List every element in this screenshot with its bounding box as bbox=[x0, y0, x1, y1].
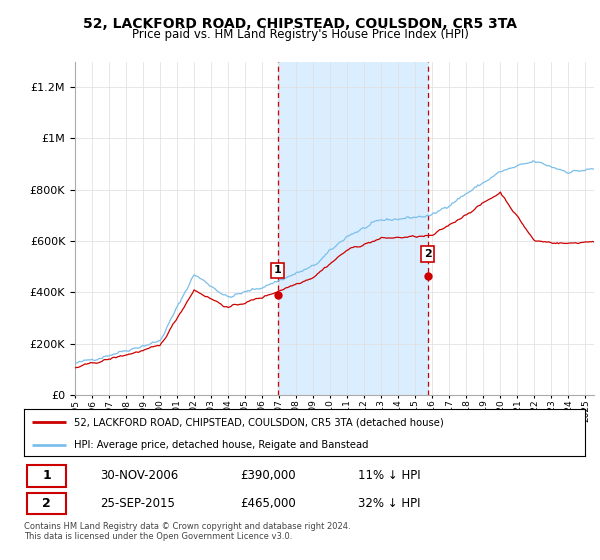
Text: 2: 2 bbox=[424, 249, 431, 259]
Text: £390,000: £390,000 bbox=[240, 469, 296, 482]
Text: 11% ↓ HPI: 11% ↓ HPI bbox=[358, 469, 421, 482]
Text: 25-SEP-2015: 25-SEP-2015 bbox=[100, 497, 175, 510]
Text: 2: 2 bbox=[42, 497, 51, 510]
Text: Price paid vs. HM Land Registry's House Price Index (HPI): Price paid vs. HM Land Registry's House … bbox=[131, 28, 469, 41]
Text: £465,000: £465,000 bbox=[240, 497, 296, 510]
Text: HPI: Average price, detached house, Reigate and Banstead: HPI: Average price, detached house, Reig… bbox=[74, 440, 369, 450]
Text: 32% ↓ HPI: 32% ↓ HPI bbox=[358, 497, 420, 510]
Bar bbox=[278, 62, 428, 395]
Text: 52, LACKFORD ROAD, CHIPSTEAD, COULSDON, CR5 3TA: 52, LACKFORD ROAD, CHIPSTEAD, COULSDON, … bbox=[83, 17, 517, 31]
FancyBboxPatch shape bbox=[27, 465, 66, 487]
Text: Contains HM Land Registry data © Crown copyright and database right 2024.
This d: Contains HM Land Registry data © Crown c… bbox=[24, 522, 350, 542]
Text: 1: 1 bbox=[274, 265, 281, 276]
Text: 1: 1 bbox=[42, 469, 51, 482]
FancyBboxPatch shape bbox=[27, 493, 66, 514]
Text: 52, LACKFORD ROAD, CHIPSTEAD, COULSDON, CR5 3TA (detached house): 52, LACKFORD ROAD, CHIPSTEAD, COULSDON, … bbox=[74, 417, 444, 427]
Text: 30-NOV-2006: 30-NOV-2006 bbox=[100, 469, 178, 482]
